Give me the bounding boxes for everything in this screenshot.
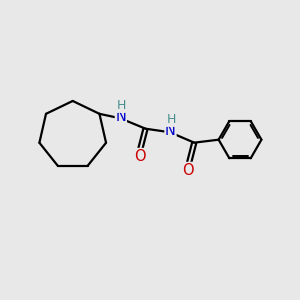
Text: H: H bbox=[117, 99, 126, 112]
Text: H: H bbox=[167, 113, 176, 126]
Text: O: O bbox=[182, 163, 194, 178]
Text: O: O bbox=[134, 148, 146, 164]
Text: N: N bbox=[116, 109, 126, 124]
Text: N: N bbox=[165, 123, 176, 138]
